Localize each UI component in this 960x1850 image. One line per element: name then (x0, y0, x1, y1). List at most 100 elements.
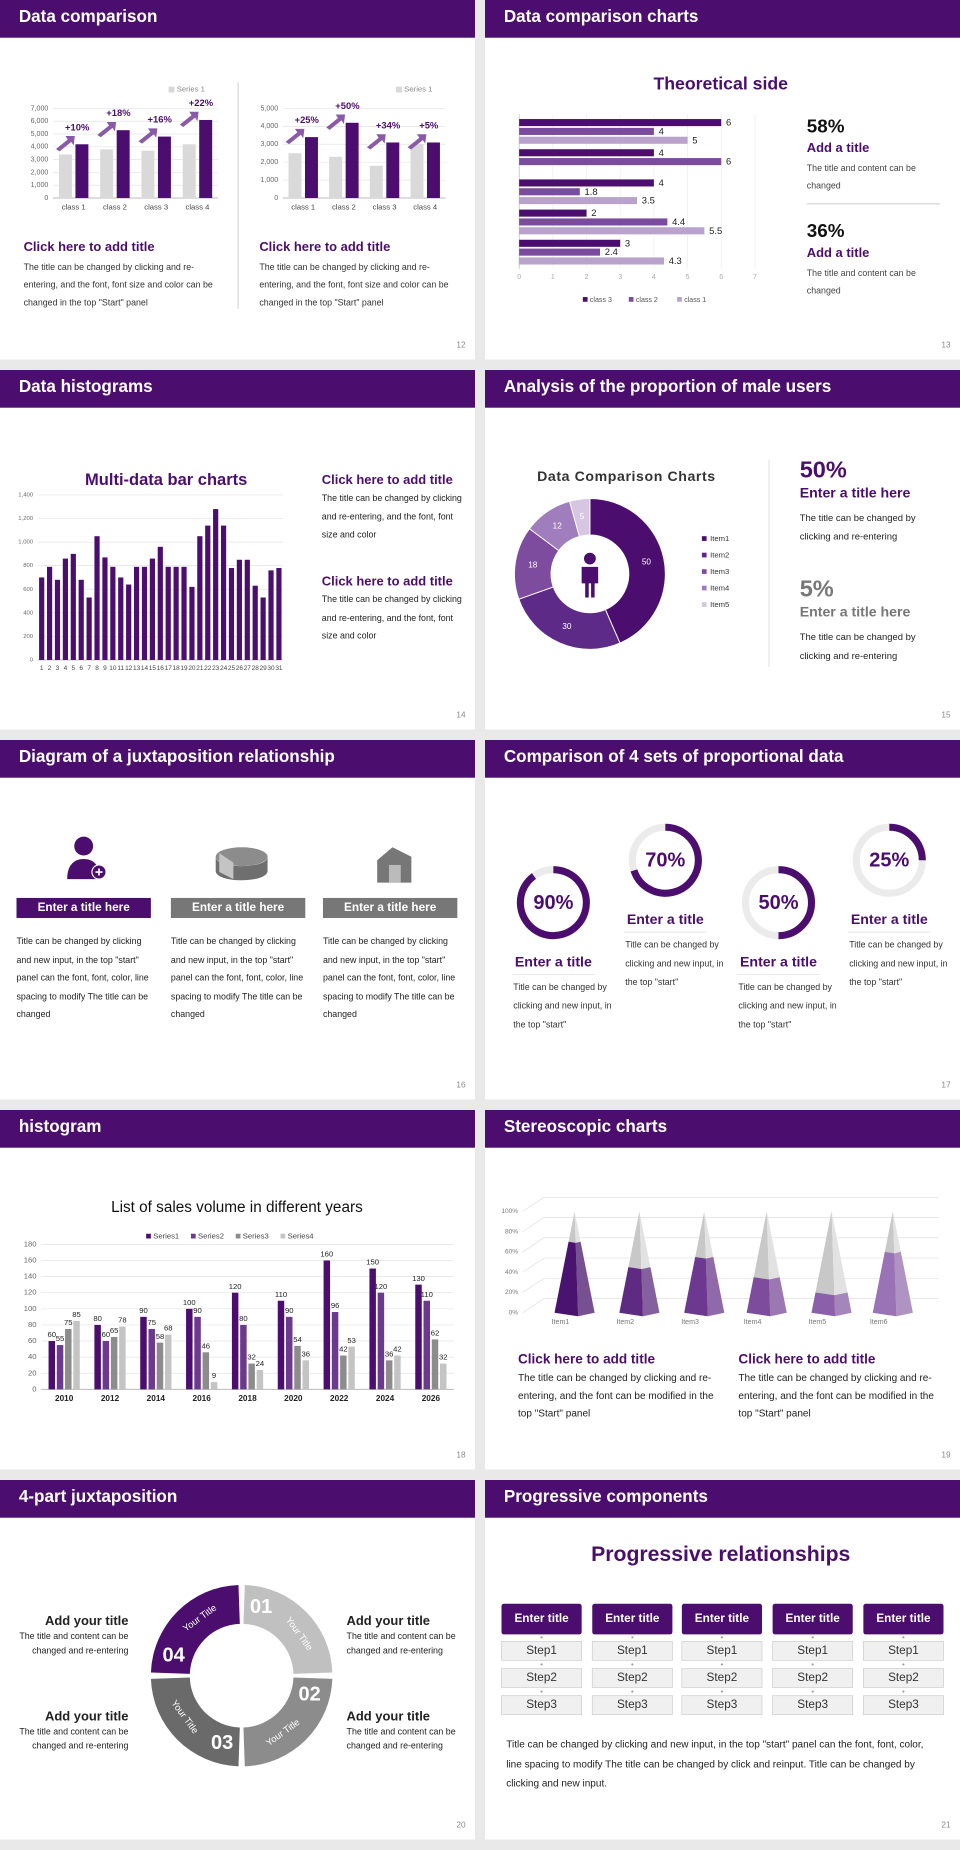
x-tick-label: Item1 (552, 1319, 570, 1326)
y-tick-label: 60 (28, 1336, 37, 1345)
bar (288, 153, 302, 199)
connector-dot (540, 1636, 543, 1639)
column-title-box (863, 1603, 944, 1635)
person-body (581, 566, 599, 598)
item-title: Enter a title here (38, 901, 131, 914)
step-label: Step2 (797, 1671, 828, 1684)
step-box (591, 1668, 673, 1688)
value-label: 2 (591, 207, 596, 218)
item-title: Add your title (347, 1708, 430, 1723)
arrow (138, 128, 158, 144)
header-bar (485, 740, 960, 778)
value-label: 5.5 (709, 225, 722, 236)
page-number: 18 (456, 1451, 466, 1460)
step-label: Step3 (797, 1698, 828, 1711)
pyramid-fill (769, 1277, 787, 1317)
arrow (97, 121, 117, 138)
pyramid-fill (746, 1277, 771, 1317)
legend-label: Item3 (710, 567, 729, 576)
bar (423, 1300, 430, 1390)
bar (133, 566, 140, 660)
bar (62, 558, 68, 660)
legend-swatch (396, 86, 402, 93)
block-title: Click here to add title (518, 1351, 655, 1366)
bar (205, 525, 211, 660)
step-box (772, 1641, 854, 1661)
y-tick-label: 180 (24, 1239, 37, 1248)
bar (519, 227, 705, 235)
x-tick-label: 25 (228, 665, 236, 672)
slide-canvas: Comparison of 4 sets of proportional dat… (485, 740, 960, 1090)
bar (86, 597, 92, 660)
value-label: 53 (347, 1336, 356, 1345)
bar (294, 1345, 301, 1390)
bar (329, 156, 343, 199)
y-tick-label: 1,000 (18, 540, 33, 546)
y-tick-label: 0 (274, 195, 278, 202)
bar (116, 130, 130, 199)
step-box (501, 1695, 583, 1715)
slide-title: Data comparison charts (504, 7, 699, 26)
slide: Diagram of a juxtaposition relationship 1… (0, 740, 476, 1100)
y-tick-label: 80 (28, 1320, 37, 1329)
arrow (326, 114, 346, 130)
gauge-title: Enter a title (740, 954, 817, 970)
pyramid-fill (575, 1241, 595, 1317)
item-text: The title and content can be changed and… (346, 1726, 456, 1752)
x-tick-label: Item5 (809, 1319, 827, 1326)
y-tick-label: 800 (23, 563, 34, 569)
bar (156, 1342, 164, 1390)
y-tick-label: 5,000 (260, 105, 278, 112)
y-tick-label: 7,000 (31, 105, 49, 112)
legend-label: Item4 (710, 584, 730, 593)
header-bar (0, 370, 476, 408)
grid-line (522, 1257, 939, 1273)
step-box (772, 1695, 854, 1715)
stat-title: Add a title (807, 140, 870, 155)
y-tick-label: 3,000 (260, 141, 278, 148)
x-tick-label: 14 (141, 665, 149, 672)
y-tick-label: 4,000 (31, 144, 49, 151)
column-title-box (592, 1603, 673, 1635)
item-text: Title can be changed by clicking and new… (322, 935, 456, 1020)
bar (348, 1346, 355, 1390)
gauge-text: Title can be changed by clicking and new… (625, 939, 724, 988)
x-tick-label: 26 (236, 665, 244, 672)
y-tick-label: 140 (24, 1272, 37, 1281)
step-box (681, 1641, 763, 1661)
slide: Analysis of the proportion of male users… (485, 370, 960, 730)
gauge-text: Title can be changed by clicking and new… (849, 939, 948, 988)
connector-dot (540, 1663, 543, 1666)
step-label: Step3 (888, 1698, 919, 1711)
x-tick-label: 2010 (55, 1394, 74, 1403)
annotation: +5% (419, 119, 439, 130)
connector-dot (811, 1690, 814, 1693)
person-head (584, 552, 596, 565)
ring-segment (150, 1584, 240, 1674)
gauge-label: 25% (869, 850, 909, 872)
x-tick-label: 1 (40, 665, 44, 672)
header-bar (485, 370, 960, 408)
x-tick-label: 2 (48, 665, 52, 672)
bar (100, 149, 114, 199)
bar (186, 1308, 193, 1390)
body-text: Title can be changed by clicking and new… (506, 1738, 924, 1789)
legend-label: class 1 (684, 297, 706, 304)
block-title: Click here to add title (738, 1351, 875, 1366)
bar (431, 1339, 439, 1390)
connector-dot (631, 1663, 634, 1666)
gauge-label: 90% (533, 892, 573, 914)
legend-swatch (190, 1233, 196, 1239)
value-label: 1.8 (585, 186, 598, 197)
chart-title: Theoretical side (653, 74, 788, 94)
block-title: Click here to add title (259, 239, 390, 254)
x-tick-label: Item4 (744, 1319, 762, 1326)
legend-label: class 3 (590, 297, 612, 304)
y-tick-label: 2,000 (260, 159, 278, 166)
legend-label: Series3 (243, 1232, 269, 1241)
legend-label: Item2 (710, 551, 729, 560)
item-title: Enter a title here (192, 901, 285, 914)
x-tick-label: class 2 (103, 202, 127, 211)
legend-label: Item5 (710, 600, 729, 609)
x-tick-label: 2020 (284, 1394, 303, 1403)
